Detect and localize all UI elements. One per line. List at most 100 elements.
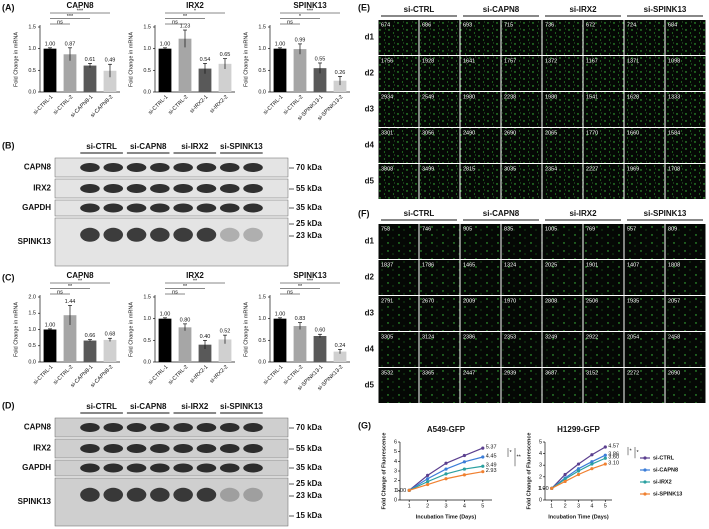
series-point (481, 446, 485, 450)
sig-label: *** (67, 14, 74, 20)
value-label: 0.87 (65, 41, 76, 47)
column-label: si-CTRL (404, 209, 435, 218)
marker-label: 23 kDa (296, 491, 322, 500)
y-tick-label: 4 (394, 459, 397, 465)
bar (333, 351, 347, 362)
image-cell (665, 92, 706, 127)
blot-band (80, 487, 100, 502)
image-cell (460, 224, 501, 259)
column-label: si-SPINK13 (644, 5, 687, 14)
blot-band (219, 203, 240, 213)
legend-label: si-CAPN8 (653, 467, 678, 473)
cell-count: 2791 (381, 298, 393, 304)
protein-label: GAPDH (22, 203, 51, 212)
protein-label: CAPN8 (24, 163, 52, 172)
legend-marker (643, 456, 647, 460)
x-tick-label: 2 (564, 503, 567, 509)
image-cell (501, 260, 542, 295)
x-tick-label: 4 (590, 503, 593, 509)
x-axis-label: Incubation Time (Days) (548, 514, 609, 520)
chart-title: IRX2 (186, 1, 204, 10)
sig-label: ns (57, 289, 63, 295)
series-point (462, 460, 466, 464)
protein-label: IRX2 (33, 444, 51, 453)
y-tick-label: 0.5 (258, 338, 266, 344)
row-label: d3 (365, 105, 375, 114)
cell-count: 2009 (463, 298, 475, 304)
cell-count: 769 (586, 226, 595, 232)
y-tick-label: 1.0 (258, 46, 266, 52)
value-label: 0.52 (220, 329, 231, 335)
blot-band (80, 184, 100, 193)
panel-label: (G) (358, 420, 371, 430)
blot-band (150, 463, 170, 473)
group-label: si-IRX2 (181, 142, 209, 151)
series-point (426, 473, 430, 477)
bar (313, 68, 327, 92)
value-label: 0.54 (200, 57, 211, 63)
image-cell (460, 92, 501, 127)
image-cell (419, 224, 460, 259)
cell-count: 1372 (545, 58, 557, 64)
column-label: si-IRX2 (569, 5, 597, 14)
blot-band (243, 487, 263, 502)
row-label: d5 (365, 381, 375, 390)
image-cell (583, 260, 624, 295)
cell-count: 1901 (586, 262, 598, 268)
value-label: 2.93 (486, 468, 497, 474)
blot-band (80, 203, 100, 213)
cell-count: 3152 (586, 370, 598, 376)
value-label: 0.65 (220, 52, 231, 58)
marker-label: 25 kDa (296, 219, 322, 228)
blot-band (150, 423, 170, 432)
blot-band (150, 184, 170, 193)
image-cell (378, 128, 419, 163)
sig-label: ** (193, 278, 198, 284)
sig-label: *** (77, 8, 84, 14)
sig-label: * (299, 14, 302, 20)
series-point (550, 486, 554, 490)
x-tick-label: 5 (604, 503, 607, 509)
cell-count: 1407 (627, 262, 639, 268)
series-point (426, 480, 430, 484)
column-label: si-SPINK13 (644, 209, 687, 218)
blot-band (243, 463, 263, 473)
bar (178, 38, 192, 92)
image-cell (378, 368, 419, 403)
y-tick-label: 0 (394, 497, 397, 503)
x-tick-label: 5 (481, 503, 484, 509)
series-point (444, 467, 448, 471)
value-label: 0.99 (295, 37, 306, 43)
image-cell (542, 92, 583, 127)
bar (273, 48, 287, 92)
cell-count: 2054 (627, 334, 639, 340)
image-cell (419, 128, 460, 163)
cell-count: 1167 (586, 58, 598, 64)
cell-count: 1786 (422, 262, 434, 268)
x-axis-label: Incubation Time (Days) (416, 514, 477, 520)
chart-title: CAPN8 (66, 1, 94, 10)
cell-count: 3532 (381, 370, 393, 376)
series-point (590, 467, 594, 471)
group-label: si-CTRL (86, 402, 117, 411)
sig-label: ns (172, 289, 178, 295)
value-label: 1.44 (65, 299, 76, 305)
blot-band (80, 423, 100, 432)
series-point (576, 472, 581, 477)
cell-count: 1970 (504, 298, 516, 304)
value-label: 0.40 (200, 334, 211, 340)
blot-band (80, 227, 100, 242)
image-cell (419, 296, 460, 331)
marker-label: 35 kDa (296, 463, 322, 472)
cell-count: 1808 (668, 262, 680, 268)
protein-label: IRX2 (33, 184, 51, 193)
blot-band (173, 444, 193, 453)
y-axis-label: Fold Change in mRNA (128, 302, 134, 357)
cell-count: 2922 (586, 334, 598, 340)
image-cell (378, 332, 419, 367)
chart-title: IRX2 (186, 271, 204, 280)
image-cell (460, 56, 501, 91)
series-point (603, 445, 607, 449)
image-cell (542, 332, 583, 367)
cell-count: 3249 (545, 334, 557, 340)
